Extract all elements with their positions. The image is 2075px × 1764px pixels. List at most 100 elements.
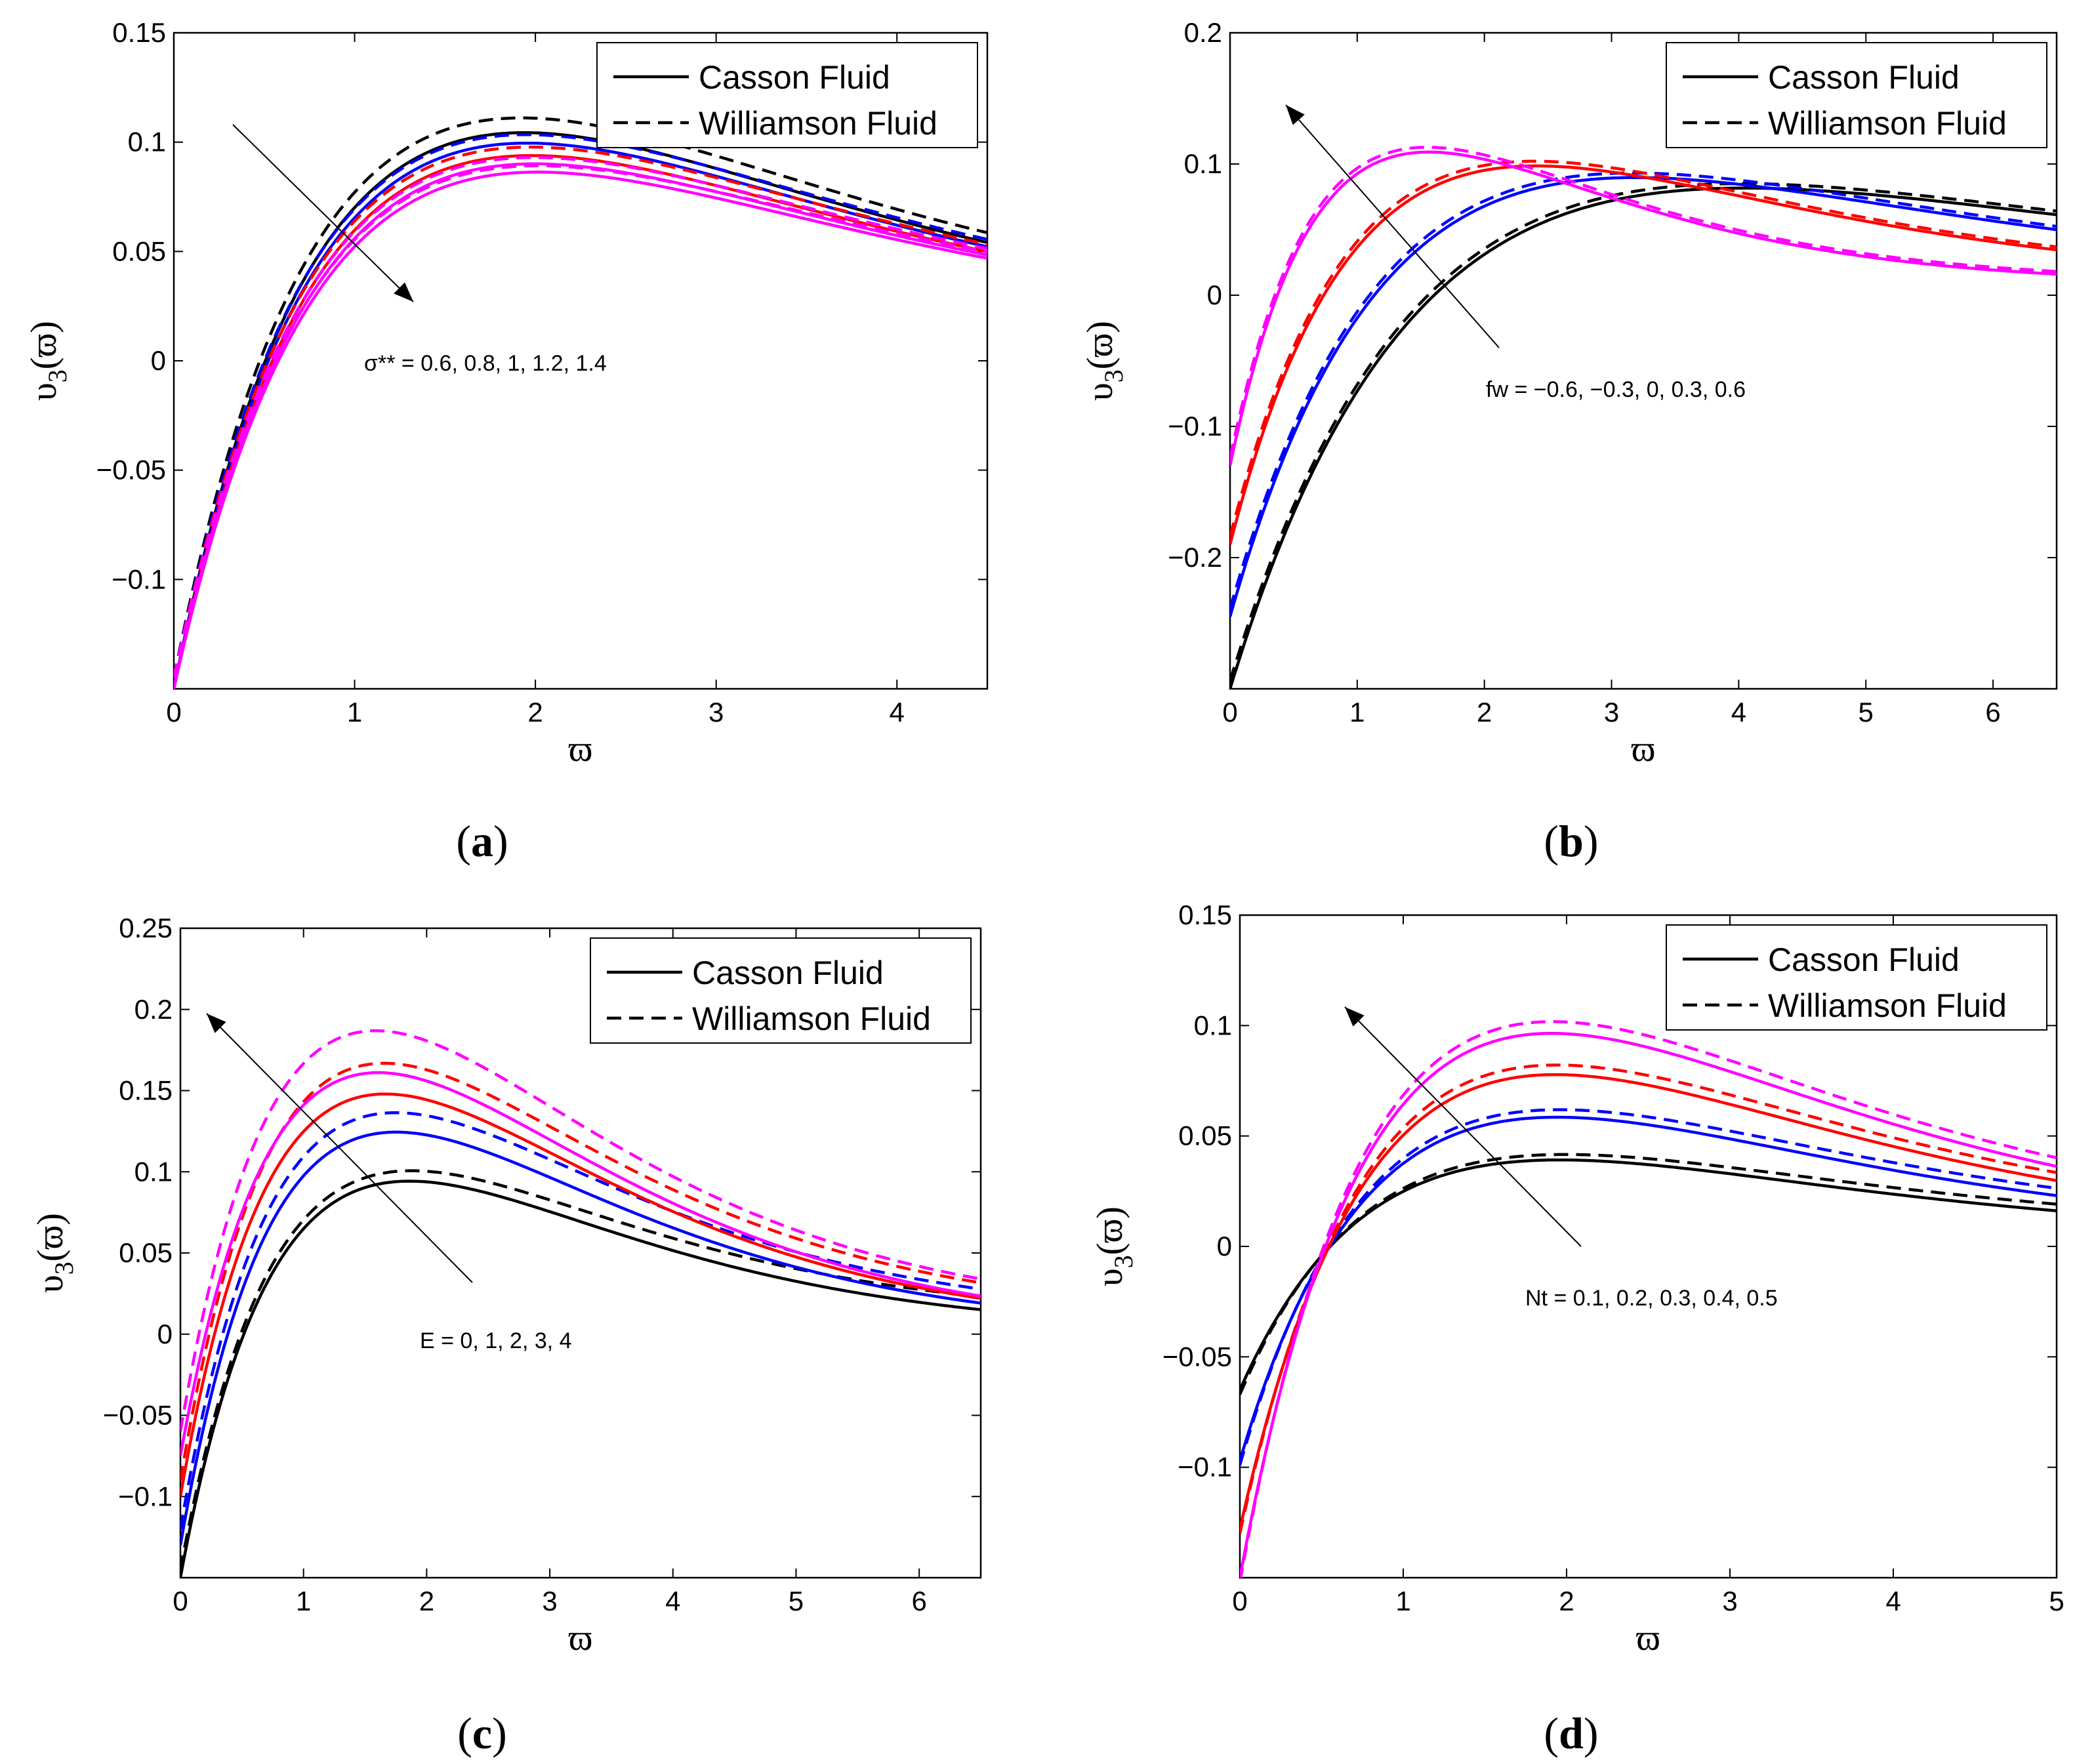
x-tick-label: 0 <box>1232 1586 1247 1616</box>
y-tick-label: 0.2 <box>1184 17 1222 48</box>
y-tick-label: 0.2 <box>134 994 173 1025</box>
x-axis-label: ϖ <box>569 1618 593 1658</box>
x-tick-label: 0 <box>1222 697 1237 728</box>
y-tick-label: −0.05 <box>103 1400 173 1431</box>
legend-label-williamson: Williamson Fluid <box>1768 987 2007 1024</box>
y-tick-label: −0.1 <box>1168 411 1222 441</box>
x-tick-label: 2 <box>527 697 543 728</box>
series-line <box>174 155 987 678</box>
y-tick-label: 0.05 <box>119 1237 173 1268</box>
x-tick-label: 4 <box>665 1586 680 1616</box>
panel-caption: (d) <box>1544 1708 1598 1758</box>
y-tick-label: 0.15 <box>119 1075 173 1106</box>
legend-label-casson: Casson Fluid <box>699 59 890 96</box>
legend-label-williamson: Williamson Fluid <box>1768 105 2007 142</box>
series-line-casson <box>1230 164 2057 545</box>
legend-box <box>1666 924 2047 1031</box>
y-tick-label: 0.15 <box>1178 899 1232 930</box>
series-line-casson <box>1230 150 2057 466</box>
series-line-williamson <box>1240 1153 2057 1395</box>
y-tick-label: 0.1 <box>128 127 166 157</box>
annotation-arrow <box>232 124 414 302</box>
x-tick-label: 1 <box>1349 697 1365 728</box>
series-line-casson <box>1240 1073 2057 1530</box>
chart-panel-c: 0 1 2 3 4 5 6 −0.1 −0.05 0 0.05 0.1 0.15 0.2 0.25 ϖ υ3(ϖ… <box>30 913 982 1758</box>
y-tick-label: 0.25 <box>119 913 173 943</box>
series-line-casson <box>1240 1031 2057 1578</box>
x-tick-label: 5 <box>789 1586 804 1616</box>
y-axis-label: υ3(ϖ) <box>1090 1206 1138 1286</box>
x-tick-label: 4 <box>1885 1586 1900 1616</box>
series-line-williamson <box>1230 159 2057 537</box>
x-tick-label: 1 <box>1395 1586 1410 1616</box>
legend-label-casson: Casson Fluid <box>692 954 884 991</box>
annotation-label: fw = −0.6, −0.3, 0, 0.3, 0.6 <box>1486 377 1746 402</box>
series-line-williamson <box>1230 146 2057 459</box>
annotation-arrowhead <box>207 1014 226 1033</box>
y-tick-label: 0.1 <box>1194 1010 1232 1040</box>
y-tick-label: −0.05 <box>1162 1341 1232 1372</box>
legend-label-williamson: Williamson Fluid <box>692 1000 931 1037</box>
x-tick-label: 2 <box>1477 697 1492 728</box>
legend-label-casson: Casson Fluid <box>1768 59 1960 96</box>
legend-box <box>596 42 978 148</box>
y-tick-label: 0 <box>1217 1231 1232 1261</box>
x-axis-label: ϖ <box>1636 1618 1660 1658</box>
series-line-williamson <box>180 1029 981 1432</box>
y-tick-label: 0.05 <box>1178 1120 1232 1151</box>
series-line <box>174 141 987 689</box>
series-line <box>174 133 987 678</box>
x-tick-label: 2 <box>1559 1586 1574 1616</box>
series-line-casson <box>180 1071 981 1456</box>
y-tick-label: −0.1 <box>112 564 166 594</box>
series-line <box>174 171 987 689</box>
curves <box>174 116 987 689</box>
x-tick-label: 5 <box>2049 1586 2064 1616</box>
y-tick-label: −0.05 <box>96 455 166 485</box>
annotation-arrowhead <box>394 282 413 302</box>
annotation-label: σ** = 0.6, 0.8, 1, 1.2, 1.4 <box>364 351 607 376</box>
annotation-label: E = 0, 1, 2, 3, 4 <box>420 1328 572 1353</box>
chart-panel-d: 0 1 2 3 4 5 −0.1 −0.05 0 0.05 0.1 0.15 ϖ υ3(ϖ) Casson … <box>1090 899 2065 1758</box>
x-tick-label: 4 <box>1731 697 1746 728</box>
series-line-williamson <box>1240 1063 2057 1534</box>
series-line-casson <box>1240 1115 2057 1462</box>
panel-caption: (c) <box>457 1708 507 1758</box>
x-axis-label: ϖ <box>569 729 593 769</box>
y-tick-label: 0 <box>151 345 166 376</box>
series-line <box>174 164 987 678</box>
x-tick-label: 3 <box>1722 1586 1737 1616</box>
annotation-arrow <box>206 1013 473 1283</box>
x-tick-label: 6 <box>911 1586 926 1616</box>
y-tick-label: 0 <box>1207 279 1222 310</box>
series-line-williamson <box>180 1111 981 1530</box>
annotation-arrow <box>1344 1006 1582 1247</box>
x-tick-label: 2 <box>419 1586 434 1616</box>
legend-label-williamson: Williamson Fluid <box>699 105 937 142</box>
x-tick-label: 1 <box>347 697 362 728</box>
y-axis-label: υ3(ϖ) <box>30 1213 79 1293</box>
y-tick-label: −0.1 <box>118 1481 173 1511</box>
y-tick-label: −0.2 <box>1168 542 1222 573</box>
series-line-casson <box>180 1130 981 1546</box>
chart-panel-a: 0 1 2 3 4 −0.1 −0.05 0 0.05 0.1 0.15 ϖ υ3(ϖ) Casson F… <box>24 17 989 866</box>
series-line-casson <box>180 1179 981 1578</box>
x-tick-label: 0 <box>166 697 181 728</box>
annotation-arrowhead <box>1345 1007 1365 1027</box>
x-tick-label: 3 <box>542 1586 557 1616</box>
series-line-casson <box>1240 1158 2057 1391</box>
y-tick-label: 0.1 <box>134 1156 173 1187</box>
annotation-arrowhead <box>1286 105 1305 125</box>
curves <box>1230 146 2057 689</box>
chart-panel-b: 0 1 2 3 4 5 6 −0.2 −0.1 0 0.1 0.2 ϖ υ3(ϖ) Casson Fluid… <box>1080 17 2058 866</box>
legend-label-casson: Casson Fluid <box>1768 941 1960 978</box>
x-tick-label: 6 <box>1985 697 2000 728</box>
x-tick-label: 4 <box>890 697 905 728</box>
x-tick-label: 5 <box>1859 697 1874 728</box>
y-tick-label: −0.1 <box>1178 1452 1232 1483</box>
x-tick-label: 1 <box>296 1586 311 1616</box>
y-tick-label: 0.1 <box>1184 148 1222 179</box>
y-tick-label: 0.15 <box>112 17 166 48</box>
series-line <box>174 146 987 678</box>
